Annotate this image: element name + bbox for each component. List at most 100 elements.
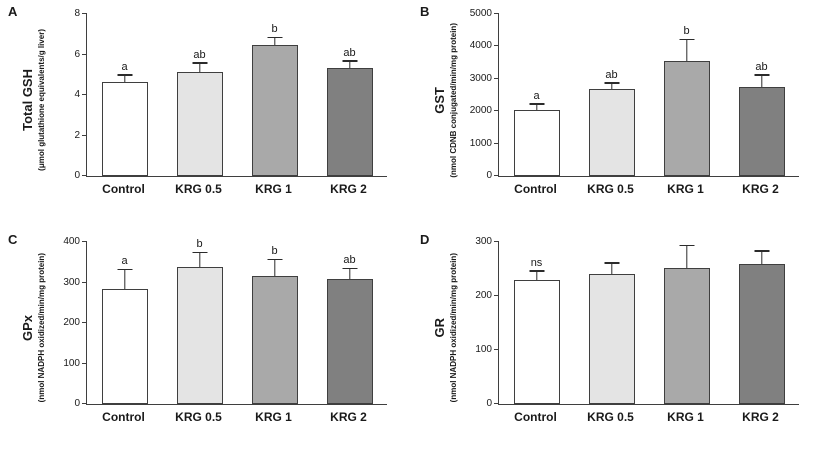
error-bar	[348, 269, 351, 280]
error-bar-cap	[267, 258, 282, 261]
y-tick-label: 2000	[469, 105, 492, 117]
error-bar-cap	[754, 250, 769, 252]
plot-area-wrap: 0 1000 2000 3000 4000 5000 a ab b ab Control KRG 0.…	[470, 9, 799, 196]
panel-letter: B	[420, 4, 430, 19]
significance-label: ns	[530, 256, 543, 269]
y-tick-label: 100	[63, 357, 80, 369]
x-category-label: Control	[514, 182, 557, 196]
x-category-label: KRG 1	[667, 410, 704, 424]
error-bar	[198, 252, 201, 268]
significance-label: ab	[343, 46, 356, 59]
bar-krg-2	[326, 67, 373, 176]
y-tick-label: 400	[63, 236, 80, 247]
significance-label: b	[271, 245, 278, 258]
error-bar-cap	[117, 74, 132, 76]
significance-label: ab	[343, 254, 356, 267]
y-tick-mark	[494, 403, 499, 404]
bar-cell: a	[502, 14, 572, 176]
bar-control	[513, 279, 560, 404]
bar-cell: b	[240, 242, 310, 404]
y-tick-mark	[494, 77, 499, 79]
x-category-label: KRG 2	[742, 410, 779, 424]
error-bar	[123, 75, 126, 82]
error-bar-cap	[679, 244, 694, 247]
significance-label: a	[533, 89, 540, 102]
plot-area-wrap: 0 100 200 300 ns Control KRG 0.5 KRG 1 KRG 2	[475, 237, 799, 424]
y-tick-label: 5000	[469, 8, 492, 19]
y-tick-mark	[494, 295, 499, 296]
y-axis-label: GST (nmol CDNB conjugated/min/mg protein)	[432, 14, 458, 186]
error-bar	[760, 75, 763, 87]
bar-krg-0-5	[176, 267, 223, 404]
bar-cell: ab	[577, 14, 647, 176]
significance-label: b	[683, 24, 690, 37]
error-bar-cap	[192, 251, 207, 253]
significance-label: ab	[193, 48, 206, 61]
y-tick-mark	[82, 53, 87, 55]
bar-cell	[577, 242, 647, 404]
x-category-label: KRG 0.5	[587, 182, 634, 196]
y-tick-mark	[82, 134, 87, 136]
y-tick-mark	[494, 175, 499, 176]
y-axis-label: Total GSH (μmol glutathione equivalents/g…	[20, 14, 46, 186]
error-bar-cap	[604, 262, 619, 264]
y-tick-label: 0	[486, 170, 492, 181]
plot-area: 0 2 4 6 8 a ab b ab	[74, 9, 387, 181]
significance-label: b	[271, 23, 278, 36]
y-tick-label: 8	[74, 8, 80, 19]
panel-letter: A	[8, 4, 18, 19]
panel-D: D GR (nmol NADPH oxidized/min/mg protein) 0…	[412, 228, 824, 456]
significance-label: b	[196, 237, 203, 250]
x-category-label: KRG 0.5	[587, 410, 634, 424]
bar-krg-1	[251, 276, 298, 404]
bars-group: ns	[499, 242, 799, 404]
y-tick-mark	[82, 403, 87, 404]
bar-cell: b	[652, 14, 722, 176]
y-tick-mark	[82, 362, 87, 364]
error-bar-cap	[604, 82, 619, 84]
significance-label: ab	[605, 68, 618, 81]
y-tick-mark	[494, 349, 499, 350]
error-bar	[760, 251, 763, 264]
y-tick-label: 1000	[469, 137, 492, 149]
significance-label: a	[121, 254, 128, 267]
y-axis-units: (nmol NADPH oxidized/min/mg protein)	[449, 253, 458, 403]
x-axis-labels: Control KRG 0.5 KRG 1 KRG 2	[86, 182, 386, 196]
bar-cell: ab	[165, 14, 235, 176]
bar-cell	[652, 242, 722, 404]
bar-krg-0-5	[588, 88, 635, 176]
y-tick-label: 0	[74, 398, 80, 409]
plot-area: 0 1000 2000 3000 4000 5000 a ab b ab	[470, 9, 799, 181]
y-tick-mark	[494, 142, 499, 144]
panel-letter: C	[8, 232, 18, 247]
y-tick-mark	[82, 175, 87, 176]
error-bar	[610, 83, 613, 89]
y-axis-title: GR	[432, 318, 447, 338]
y-tick-label: 6	[74, 48, 80, 60]
error-bar	[198, 63, 201, 72]
bar-krg-0-5	[588, 274, 635, 404]
bar-krg-2	[738, 263, 785, 404]
x-category-label: KRG 0.5	[175, 182, 222, 196]
bar-control	[513, 109, 560, 176]
error-bar-cap	[192, 62, 207, 64]
y-tick-label: 300	[63, 276, 80, 288]
error-bar-cap	[529, 270, 544, 272]
y-tick-mark	[82, 322, 87, 323]
error-bar	[123, 269, 126, 290]
bar-krg-1	[663, 267, 710, 404]
panel-B: B GST (nmol CDNB conjugated/min/mg protein…	[412, 0, 824, 228]
bar-cell: ab	[727, 14, 797, 176]
error-bar	[535, 271, 538, 280]
x-axis-labels: Control KRG 0.5 KRG 1 KRG 2	[498, 182, 798, 196]
bar-krg-2	[326, 279, 373, 404]
significance-label: ab	[755, 60, 768, 73]
y-tick-mark	[82, 13, 87, 14]
y-tick-label: 2	[74, 129, 80, 141]
y-axis-units: (nmol CDNB conjugated/min/mg protein)	[449, 22, 458, 178]
bar-cell: a	[90, 242, 160, 404]
error-bar-cap	[529, 103, 544, 105]
plot-area-wrap: 0 2 4 6 8 a ab b ab Control KRG 0.5 KRG 1 KRG 2	[74, 9, 387, 196]
y-tick-label: 300	[475, 236, 492, 247]
